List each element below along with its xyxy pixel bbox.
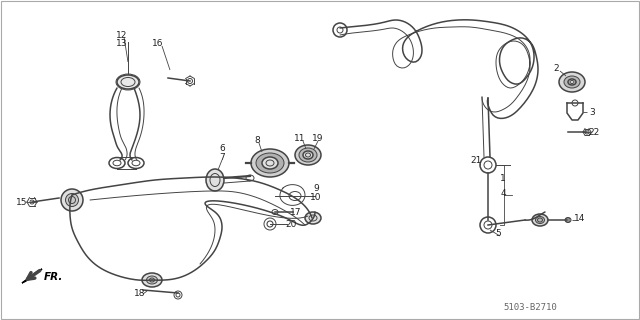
Text: 3: 3: [589, 108, 595, 116]
Text: 2: 2: [553, 63, 559, 73]
Ellipse shape: [305, 212, 321, 224]
Text: 22: 22: [588, 127, 600, 137]
Ellipse shape: [295, 145, 321, 165]
Ellipse shape: [251, 149, 289, 177]
Ellipse shape: [299, 148, 317, 162]
Text: 5103-B2710: 5103-B2710: [503, 303, 557, 313]
Text: 12: 12: [116, 30, 128, 39]
Ellipse shape: [117, 75, 139, 89]
Text: 7: 7: [219, 153, 225, 162]
Text: 10: 10: [310, 193, 322, 202]
Ellipse shape: [147, 276, 157, 284]
Text: 19: 19: [312, 133, 324, 142]
Ellipse shape: [536, 217, 545, 223]
Text: 9: 9: [313, 183, 319, 193]
Text: 15: 15: [16, 197, 28, 206]
Ellipse shape: [262, 157, 278, 169]
Ellipse shape: [532, 214, 548, 226]
Text: 4: 4: [500, 188, 506, 197]
Text: 20: 20: [285, 220, 297, 228]
Ellipse shape: [256, 153, 284, 173]
Text: 8: 8: [254, 135, 260, 145]
Text: 11: 11: [294, 133, 306, 142]
Ellipse shape: [303, 151, 313, 159]
Text: 5: 5: [495, 228, 501, 237]
Text: 14: 14: [574, 213, 586, 222]
Text: 13: 13: [116, 38, 128, 47]
Ellipse shape: [568, 79, 576, 85]
Ellipse shape: [564, 76, 580, 88]
Text: 16: 16: [152, 38, 164, 47]
Text: 17: 17: [291, 207, 301, 217]
Ellipse shape: [61, 189, 83, 211]
Text: 1: 1: [500, 173, 506, 182]
Text: 18: 18: [134, 290, 146, 299]
Ellipse shape: [142, 273, 162, 287]
Text: FR.: FR.: [44, 272, 63, 282]
Ellipse shape: [65, 194, 79, 206]
Ellipse shape: [206, 169, 224, 191]
Text: 6: 6: [219, 143, 225, 153]
Polygon shape: [22, 269, 42, 283]
Text: 21: 21: [470, 156, 482, 164]
Ellipse shape: [559, 72, 585, 92]
